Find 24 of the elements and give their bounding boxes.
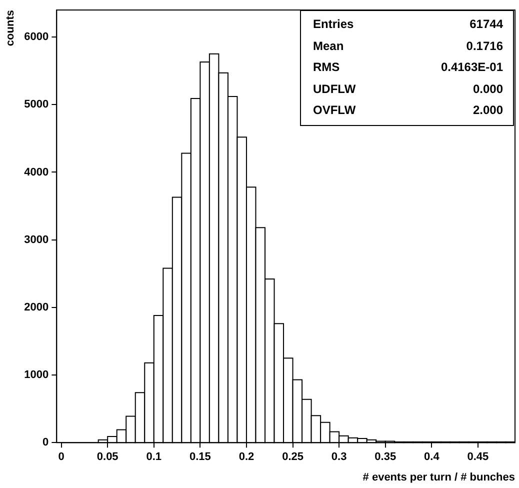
x-tick-label: 0.05: [96, 451, 118, 464]
text: Mean 0.1716: [313, 38, 503, 52]
x-tick-label: 0.35: [374, 451, 396, 464]
x-tick-label: 0: [58, 451, 64, 464]
text: Entries 61744: [313, 17, 503, 31]
y-tick-label: 4000: [24, 166, 49, 178]
y-tick-label: 0: [42, 436, 49, 449]
text: RMS 0.4163E-01: [313, 60, 503, 74]
x-tick-label: 0.25: [282, 451, 304, 464]
x-tick-label: 0.1: [146, 451, 162, 464]
y-tick-label: 6000: [24, 31, 49, 44]
x-tick-label: 0.4: [424, 451, 440, 464]
x-tick-label: 0.45: [467, 451, 489, 464]
y-tick-label: 3000: [24, 234, 49, 246]
y-tick-label: 5000: [24, 98, 49, 111]
x-tick-label: 0.3: [331, 451, 347, 464]
x-tick-label: 0.2: [238, 451, 254, 464]
y-tick-label: 1000: [24, 369, 49, 382]
y-tick-label: 2000: [24, 301, 49, 314]
text: UDFLW 0.000: [313, 82, 503, 96]
x-axis-title: # events per turn / # bunches: [362, 471, 515, 484]
y-axis-title: counts: [4, 10, 17, 46]
x-tick-label: 0.15: [189, 451, 211, 464]
text: OVFLW 2.000: [313, 103, 503, 117]
